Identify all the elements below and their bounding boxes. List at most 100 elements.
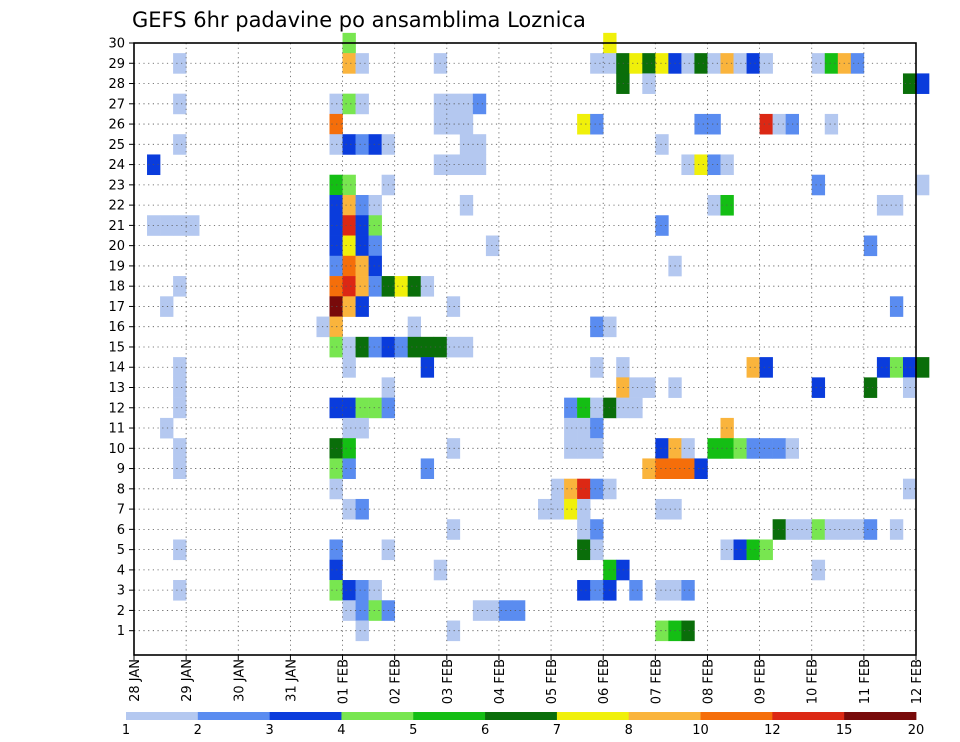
heatmap-cell [876,194,891,216]
heatmap-cell [863,377,878,398]
chart-title: GEFS 6hr padavine po ansamblima Loznica [132,8,586,32]
colorbar-label: 10 [692,723,709,738]
heatmap-cell [642,73,656,94]
heatmap-cell [798,519,813,540]
heatmap-cell [811,174,826,196]
heatmap-cell [173,397,187,419]
heatmap-cell [446,154,461,176]
colorbar-label: 2 [194,723,202,738]
heatmap-cell [355,194,369,216]
heatmap-cell [394,276,408,297]
y-tick-label: 18 [108,280,125,295]
y-tick-label: 14 [108,361,125,376]
heatmap-cell [876,357,891,378]
colorbar-label: 4 [337,723,345,738]
heatmap-cell [642,377,656,398]
heatmap-cell [681,53,695,74]
y-tick-label: 24 [108,158,125,173]
x-tick-label: 10 FEB [806,659,821,704]
heatmap-cell [577,438,591,459]
heatmap-cell [160,296,174,317]
heatmap-cell [707,113,721,135]
heatmap-cell [355,255,369,277]
colorbar-label: 3 [265,723,273,738]
heatmap-cell [355,417,369,439]
heatmap-cell [368,600,382,621]
heatmap-cell [916,174,930,196]
heatmap-cell [355,134,369,155]
heatmap-cell [342,276,356,297]
colorbar-label: 5 [409,723,417,738]
heatmap-cell [811,519,826,540]
heatmap-cell [342,336,356,358]
heatmap-cell [355,296,369,317]
colorbar-swatch [485,712,558,720]
heatmap-cell [173,438,187,459]
heatmap-cell [772,113,786,135]
heatmap-cell [629,53,643,74]
x-tick-label: 29 JAN [180,659,195,702]
heatmap-cell [173,53,187,74]
heatmap-cell [446,519,461,540]
heatmap-cell [811,53,826,74]
colorbar-label: 1 [122,723,130,738]
y-tick-label: 2 [117,604,125,619]
colorbar-label: 6 [481,723,489,738]
heatmap-cell [590,478,604,500]
heatmap-cell [694,458,708,479]
heatmap-cell [577,478,591,500]
heatmap-cell [590,539,604,561]
heatmap-cell [577,113,591,135]
heatmap-cell [681,580,695,601]
x-tick-label: 11 FEB [858,659,873,704]
heatmap-cell [368,194,382,216]
heatmap-cell [733,438,747,459]
heatmap-cell [707,438,721,459]
heatmap-cell [173,357,187,378]
heatmap-cell [420,458,435,479]
heatmap-cell [629,580,643,601]
y-tick-label: 22 [108,199,125,214]
heatmap-cell [459,194,474,216]
colorbar-swatch [413,712,486,720]
heatmap-cell [472,93,487,115]
heatmap-cell [407,336,422,358]
heatmap-cell [681,438,695,459]
heatmap-cell [759,438,773,459]
heatmap-cell [655,580,669,601]
heatmap-cell [420,276,435,297]
heatmap-cell [173,580,187,601]
colorbar-swatch [700,712,773,720]
x-tick-label: 30 JAN [232,659,247,702]
heatmap-cell [173,134,187,155]
heatmap-cell [590,580,604,601]
heatmap-cell [459,93,474,115]
y-tick-label: 15 [108,340,125,355]
x-tick-label: 31 JAN [284,659,299,702]
heatmap-cell [824,113,839,135]
y-tick-label: 19 [108,259,125,274]
heatmap-cell [707,53,721,74]
heatmap-cell [485,600,500,621]
x-tick-label: 06 FEB [597,659,612,704]
heatmap-cell [173,458,187,479]
heatmap-cell [420,357,435,378]
heatmap-cell [368,134,382,155]
heatmap-cell [355,498,369,520]
heatmap-cell [577,397,591,419]
heatmap-cell [707,194,721,216]
heatmap-cell [655,134,669,155]
heatmap-cell [173,377,187,398]
y-tick-label: 26 [108,118,125,133]
y-tick-label: 12 [108,401,125,416]
heatmap-cell [916,73,930,94]
heatmap-cell [759,113,773,135]
colorbar-swatch [341,712,414,720]
heatmap-cell [368,397,382,419]
y-tick-label: 9 [117,462,125,477]
y-tick-label: 23 [108,178,125,193]
heatmap-cell [459,134,474,155]
heatmap-cell [694,154,708,176]
colorbar-label: 7 [553,723,561,738]
